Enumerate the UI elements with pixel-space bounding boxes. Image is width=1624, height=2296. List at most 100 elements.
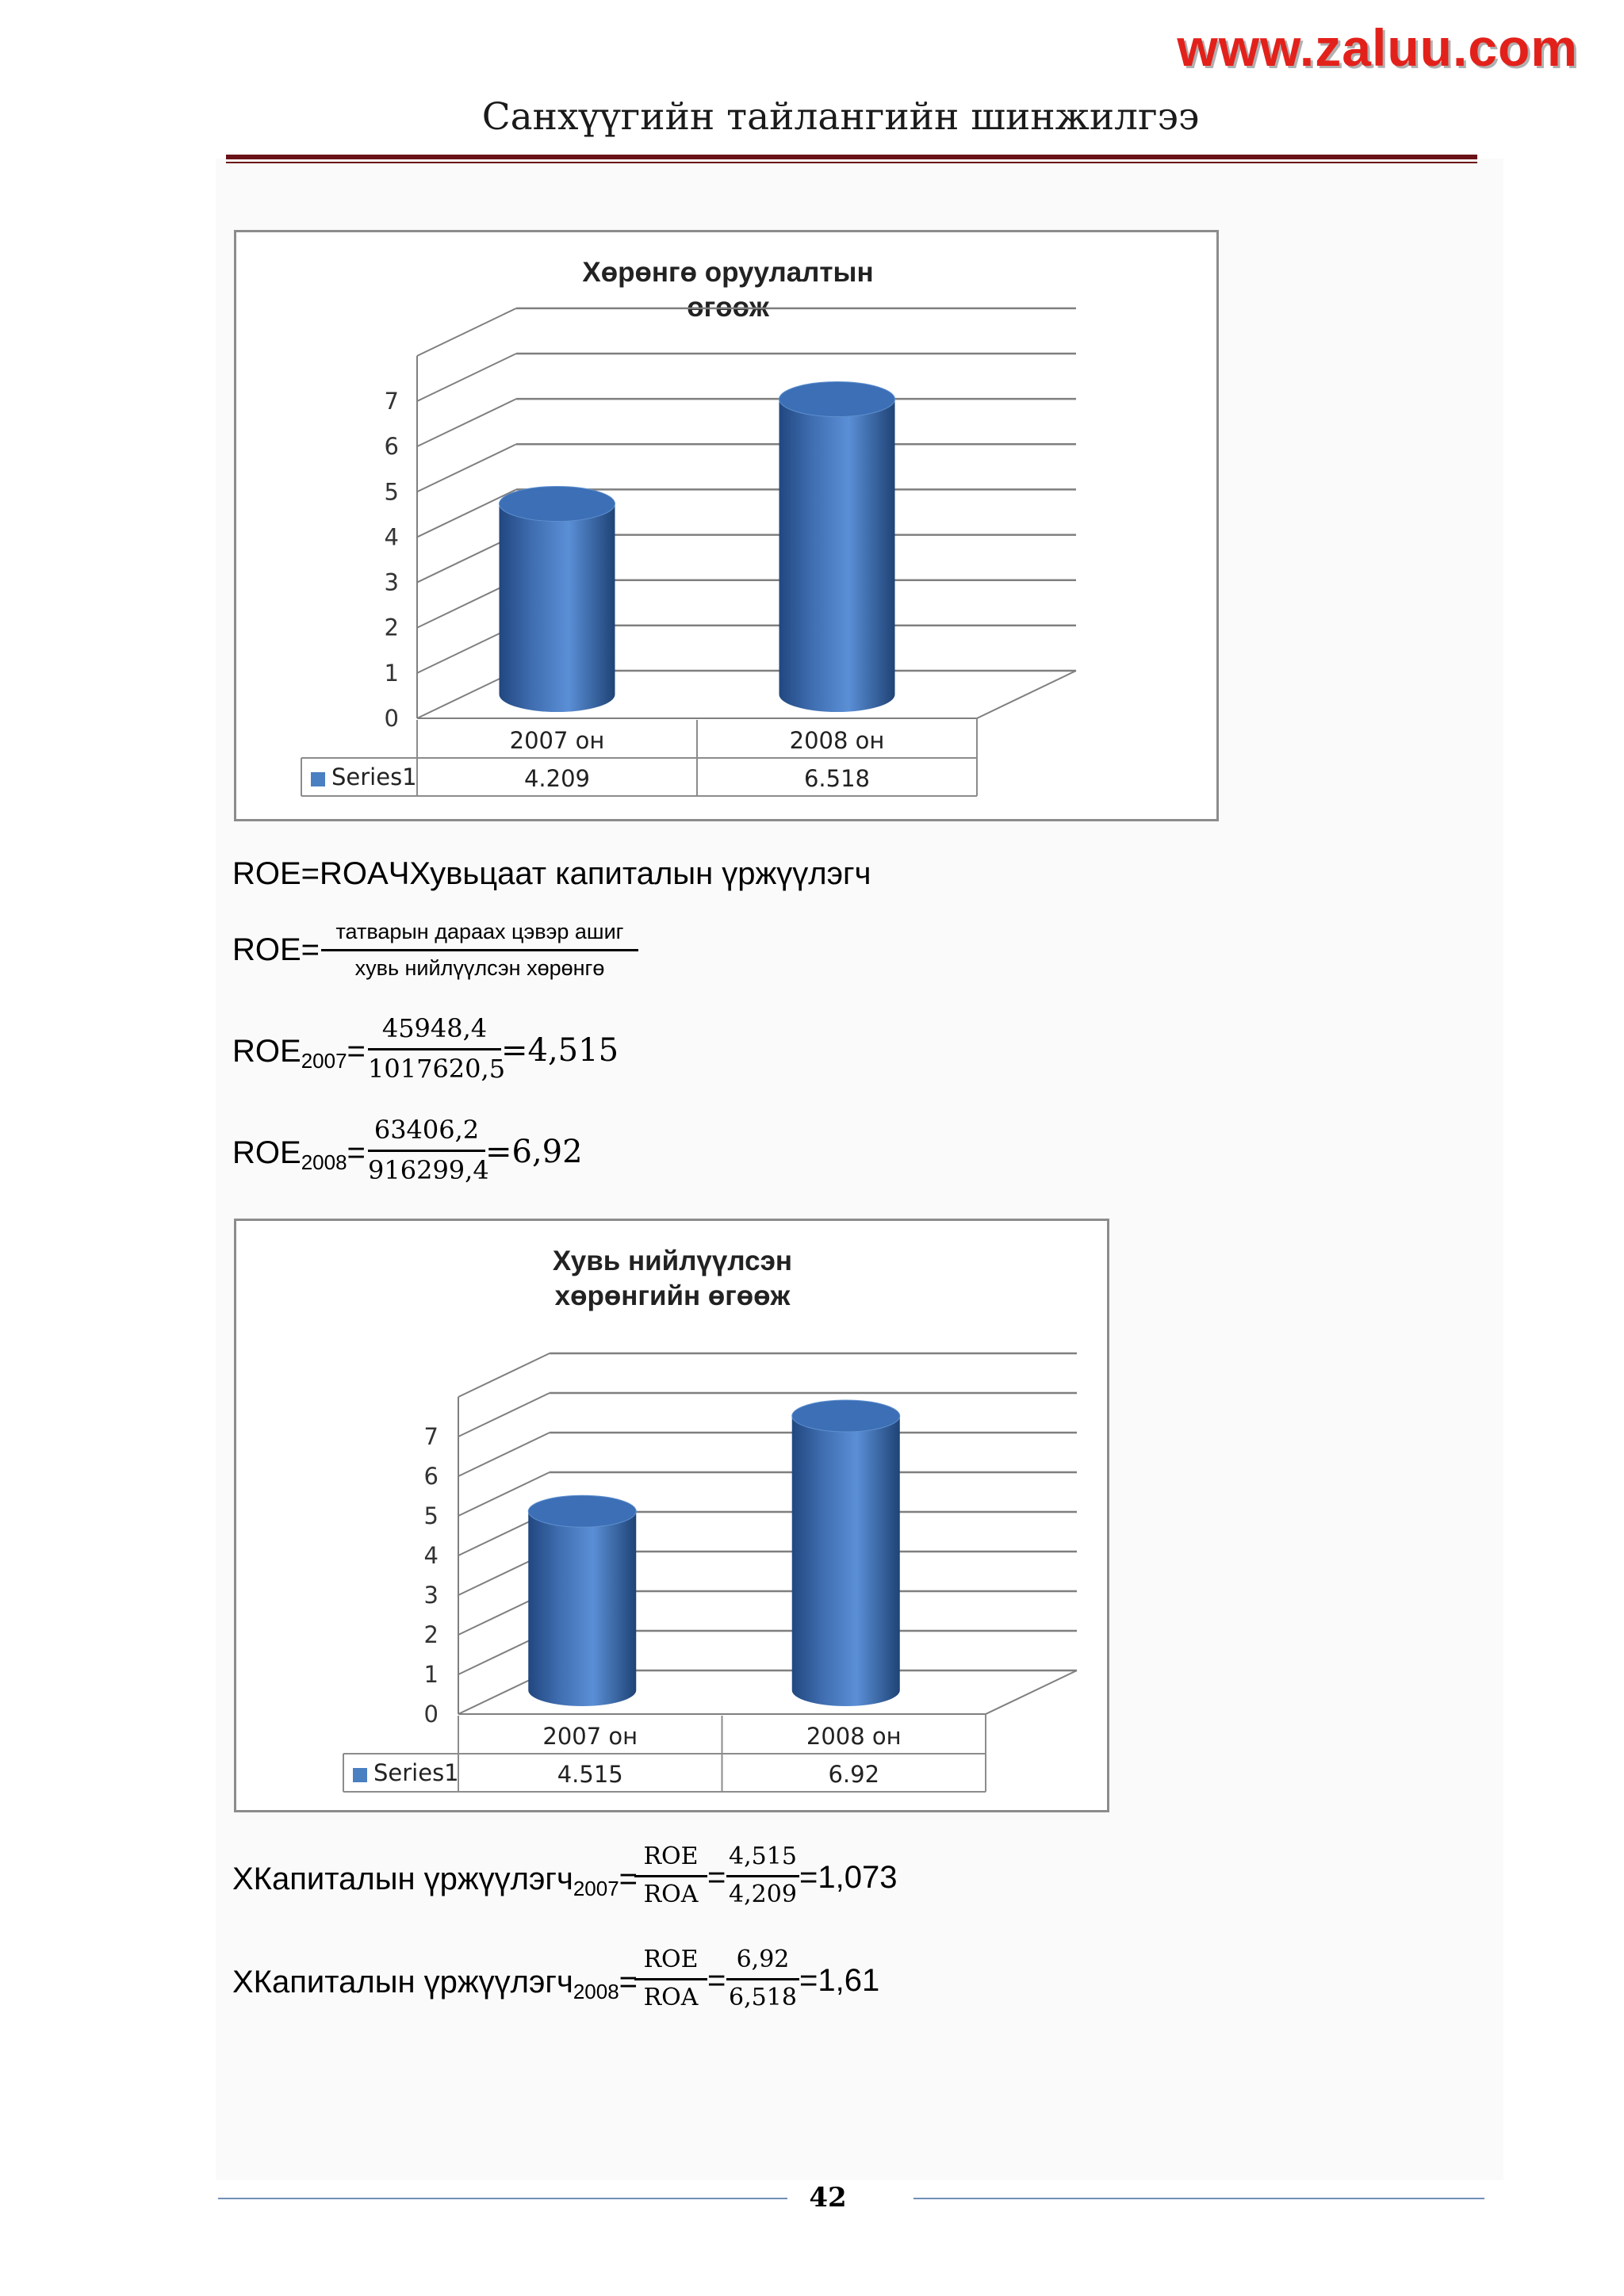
- bar-cylinder: [499, 503, 615, 712]
- data-table-value: 4.209: [524, 765, 590, 792]
- multiplier2008-equals-2: =: [707, 1963, 726, 1998]
- roe2008-denominator: 916299,4: [368, 1155, 489, 1185]
- fraction-bar: [726, 1875, 799, 1877]
- x-category-label: 2007 он: [542, 1723, 638, 1750]
- bar-cylinder: [791, 1416, 900, 1706]
- y-tick-label: 6: [385, 433, 399, 460]
- multiplier2007-equals-2: =: [707, 1860, 726, 1895]
- data-table-value: 4.515: [557, 1761, 623, 1788]
- chart-roa: Хөрөнгө оруулалтын өгөөж 0 1 2 3 4 5 6 7 2007 он 4.…: [234, 230, 1219, 821]
- chart-roe: Хувь нийлүүлсэн хөрөнгийн өгөөж 0 1 2 3 4 5 6 7 20…: [234, 1219, 1109, 1812]
- x-category-label: 2008 он: [790, 727, 885, 754]
- multiplier2008-roa: ROA: [643, 1984, 699, 2011]
- bar-cylinder-top: [791, 1399, 901, 1433]
- multiplier2007-result: =1,073: [799, 1860, 898, 1895]
- multiplier2007-roa: ROA: [643, 1881, 699, 1908]
- y-tick-label: 1: [385, 660, 399, 687]
- multiplier2007-num: 4,515: [729, 1843, 797, 1870]
- roe2008-result: =6,92: [485, 1134, 583, 1170]
- chart-roa-svg: Хөрөнгө оруулалтын өгөөж 0 1 2 3 4 5 6 7 2007 он 4.…: [301, 257, 1077, 797]
- roe2007-equals: =: [347, 1034, 366, 1069]
- y-tick-label: 0: [424, 1701, 439, 1728]
- multiplier2008-num: 6,92: [736, 1946, 790, 1973]
- bar-cylinder-top: [779, 381, 895, 418]
- multiplier2008-roe: ROE: [643, 1946, 699, 1973]
- y-tick-label: 4: [424, 1542, 439, 1569]
- header-rule-thin: [226, 162, 1477, 163]
- roe2008-equals: =: [347, 1135, 366, 1170]
- side-wall-gridline: [416, 353, 517, 402]
- fraction-bar: [726, 1978, 799, 1980]
- multiplier2007-fraction-symbolic: ROE ROA: [634, 1843, 707, 1908]
- chart-title: хөрөнгийн өгөөж: [555, 1280, 791, 1311]
- side-wall-gridline: [458, 1353, 550, 1398]
- y-tick-label: 0: [385, 705, 399, 732]
- multiplier2007-equals: =: [619, 1862, 638, 1896]
- multiplier2007-prefix: ХКапиталын үржүүлэгч: [232, 1862, 573, 1896]
- side-wall-gridline: [416, 307, 517, 357]
- multiplier2008-label: ХКапиталын үржүүлэгч2008=: [232, 1965, 638, 2004]
- y-tick-label: 3: [424, 1582, 439, 1609]
- roe-formula-prefix: ROE=: [232, 932, 320, 967]
- roe2007-numerator: 45948,4: [381, 1013, 488, 1043]
- multiplier2007-fraction-values: 4,515 4,209: [726, 1843, 799, 1908]
- side-wall-gridline: [416, 398, 517, 448]
- roe2007-fraction: 45948,4 1017620,5: [368, 1013, 506, 1084]
- footer-rule-right: [914, 2198, 1484, 2199]
- bar-cylinder-top: [527, 1494, 637, 1528]
- roe2008-label: ROE2008=: [232, 1135, 366, 1175]
- roe-denominator: хувь нийлүүлсэн хөрөнгө: [354, 956, 605, 980]
- roe2008-prefix: ROE: [232, 1135, 301, 1170]
- legend-series-label: Series1: [373, 1759, 459, 1786]
- side-wall-gridline: [458, 1432, 550, 1477]
- multiplier2007-den: 4,209: [729, 1881, 797, 1908]
- bar-cylinder: [779, 399, 895, 712]
- legend-series-label: Series1: [331, 763, 417, 790]
- y-tick-label: 7: [424, 1423, 439, 1450]
- multiplier2008-prefix: ХКапиталын үржүүлэгч: [232, 1965, 573, 1999]
- side-wall-gridline: [458, 1471, 550, 1517]
- fraction-bar: [634, 1978, 707, 1980]
- y-tick-label: 5: [385, 478, 399, 505]
- y-tick-label: 2: [385, 614, 399, 641]
- y-tick-label: 1: [424, 1661, 439, 1688]
- legend-swatch: [311, 772, 325, 786]
- multiplier2008-equals: =: [619, 1965, 638, 1999]
- roe2007-result: =4,515: [501, 1032, 619, 1069]
- side-wall-gridline: [416, 488, 517, 538]
- roe2007-prefix: ROE: [232, 1034, 301, 1069]
- page-header-title: Санхүүгийн тайлангийн шинжилгээ: [481, 95, 1200, 139]
- roe-formula-fraction: татварын дараах цэвэр ашиг хувь нийлүүлс…: [321, 920, 638, 981]
- y-tick-label: 5: [424, 1502, 439, 1529]
- bar-cylinder-top: [499, 485, 615, 522]
- legend-swatch: [353, 1768, 367, 1782]
- fraction-bar: [321, 949, 638, 951]
- side-wall-gridline: [458, 1392, 550, 1437]
- page-number: 42: [809, 2182, 847, 2214]
- roe2007-denominator: 1017620,5: [368, 1054, 506, 1084]
- chart-title: Хөрөнгө оруулалтын: [582, 257, 873, 288]
- roe2008-fraction: 63406,2 916299,4: [368, 1115, 489, 1185]
- multiplier2007-sub: 2007: [573, 1877, 619, 1900]
- roe2008-numerator: 63406,2: [373, 1115, 480, 1145]
- y-tick-label: 4: [385, 523, 399, 550]
- fraction-bar: [368, 1150, 485, 1152]
- x-category-label: 2008 он: [806, 1723, 902, 1750]
- chart-title: Хувь нийлүүлсэн: [553, 1246, 792, 1276]
- x-category-label: 2007 он: [510, 727, 605, 754]
- roe-definition: ROE=ROAЧХувьцаат капиталын үржүүлэгч: [232, 856, 871, 891]
- multiplier2008-sub: 2008: [573, 1980, 619, 2003]
- header-rule: [226, 155, 1477, 159]
- multiplier2008-den: 6,518: [729, 1984, 797, 2011]
- multiplier2008-result: =1,61: [799, 1963, 880, 1998]
- multiplier2008-fraction-symbolic: ROE ROA: [634, 1946, 707, 2011]
- multiplier2008-fraction-values: 6,92 6,518: [726, 1946, 799, 2011]
- y-tick-label: 2: [424, 1621, 439, 1648]
- data-table-value: 6.518: [804, 765, 870, 792]
- multiplier2007-label: ХКапиталын үржүүлэгч2007=: [232, 1862, 638, 1901]
- roe2007-label: ROE2007=: [232, 1034, 366, 1073]
- fraction-bar: [634, 1875, 707, 1877]
- data-table-value: 6.92: [828, 1761, 879, 1788]
- roe2008-sub: 2008: [301, 1150, 347, 1174]
- fraction-bar: [368, 1048, 501, 1050]
